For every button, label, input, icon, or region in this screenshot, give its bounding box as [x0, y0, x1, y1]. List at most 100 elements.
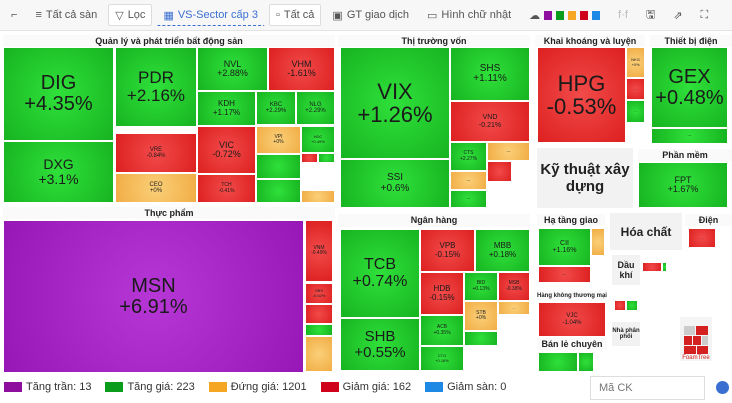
stock-tile[interactable]: ...: [450, 171, 487, 190]
color-swatch[interactable]: [580, 10, 589, 20]
stock-tile[interactable]: TCB +0.74%: [340, 229, 420, 318]
stock-tile[interactable]: VIX +1.26%: [340, 47, 450, 159]
stock-tile[interactable]: CTS +2.27%: [450, 142, 487, 171]
stock-tile[interactable]: VIC -0.72%: [197, 126, 256, 174]
stock-tile[interactable]: HDC +0.49%: [301, 126, 335, 153]
stock-tile[interactable]: BID +0.13%: [464, 272, 498, 301]
sector-select[interactable]: ▦ VS-Sector cấp 3: [156, 4, 265, 26]
change-label: -0.52%: [312, 292, 326, 298]
fullscreen-icon[interactable]: ⛶: [700, 8, 709, 21]
color-swatch[interactable]: [592, 10, 601, 20]
sector-header[interactable]: Khai khoáng và luyện kim: [535, 35, 645, 58]
sector-box[interactable]: Hóa chất: [610, 213, 682, 250]
stock-tile[interactable]: [487, 161, 512, 182]
sector-header[interactable]: Hàng không thương mại: [537, 290, 607, 300]
stock-tile[interactable]: MSN +6.91%: [3, 220, 304, 373]
color-swatch[interactable]: [556, 10, 565, 20]
stock-tile[interactable]: [578, 352, 594, 372]
scope-select[interactable]: ▫ Tất cả: [268, 4, 322, 26]
stock-tile[interactable]: [256, 154, 301, 179]
stock-tile[interactable]: ...: [498, 301, 530, 315]
stock-tile[interactable]: CEO +0%: [115, 173, 197, 203]
stock-tile[interactable]: ...: [651, 128, 728, 144]
stock-tile[interactable]: KBC +2.29%: [256, 91, 296, 125]
stock-tile[interactable]: ...: [487, 142, 530, 161]
stock-tile[interactable]: TCH -0.41%: [197, 174, 256, 203]
stock-tile[interactable]: VRE -0.84%: [115, 133, 197, 173]
sector-header[interactable]: Hạ tầng giao thông: [537, 214, 605, 237]
stock-tile[interactable]: GEX +0.48%: [651, 47, 728, 128]
stock-tile[interactable]: VPI +0%: [256, 126, 301, 154]
save-icon[interactable]: 🖫: [645, 8, 656, 21]
stock-tile[interactable]: SHB +0.55%: [340, 318, 420, 371]
sector-header[interactable]: Thị trường vốn: [338, 35, 530, 47]
stock-tile[interactable]: ...: [538, 266, 591, 283]
stock-tile[interactable]: VHM -1.61%: [268, 47, 335, 91]
stock-tile[interactable]: MSB -0.38%: [498, 272, 530, 301]
sector-header[interactable]: Quản lý và phát triển bất động sản: [3, 35, 335, 47]
stock-tile[interactable]: FPT +1.67%: [638, 162, 728, 208]
stock-tile[interactable]: [305, 336, 333, 372]
stock-tile[interactable]: [614, 300, 626, 311]
stock-tile[interactable]: [626, 300, 638, 311]
sector-header[interactable]: Thiết bị điện: [650, 35, 732, 47]
stock-tile[interactable]: VND -0.21%: [450, 101, 530, 142]
stock-tile[interactable]: ACB +0.35%: [420, 315, 464, 346]
change-label: +0%: [273, 139, 284, 145]
shape-select[interactable]: ▭ Hình chữ nhật: [427, 9, 512, 22]
stock-tile[interactable]: NLG +2.29%: [296, 91, 335, 125]
stock-tile[interactable]: STB +0%: [464, 301, 498, 331]
stock-tile[interactable]: HPG -0.53%: [537, 47, 626, 143]
sector-header[interactable]: Phần mềm: [638, 149, 732, 161]
stock-tile[interactable]: NKG +0%: [626, 47, 645, 78]
sector-header[interactable]: Bán lẻ chuyên doanh: [537, 338, 607, 361]
stock-tile[interactable]: MBB +0.18%: [475, 229, 530, 272]
stock-tile[interactable]: VNM -0.49%: [305, 220, 333, 282]
stock-tile[interactable]: SSI +0.6%: [340, 159, 450, 208]
stock-tile[interactable]: CII +1.16%: [538, 228, 591, 266]
sector-box[interactable]: Nhà phân phối: [612, 322, 640, 346]
filter-button[interactable]: ▽ Lọc: [108, 4, 153, 26]
sector-header[interactable]: Thực phẩm: [3, 207, 335, 219]
sector-box[interactable]: Dầu khí: [612, 255, 640, 285]
sector-header[interactable]: Ngân hàng: [338, 214, 530, 227]
stock-search-input[interactable]: [590, 376, 705, 400]
stock-tile[interactable]: [301, 190, 335, 203]
stock-tile[interactable]: SHS +1.11%: [450, 47, 530, 101]
exchange-select[interactable]: ≡ Tất cả sàn: [35, 9, 98, 21]
stock-tile[interactable]: [305, 324, 333, 336]
stock-tile[interactable]: [256, 179, 301, 203]
font-toggle[interactable]: f·f: [618, 9, 628, 21]
stock-tile[interactable]: HDB -0.15%: [420, 272, 464, 315]
stock-tile[interactable]: VJC -1.04%: [538, 302, 606, 337]
sector-box[interactable]: Kỹ thuật xây dựng: [537, 148, 633, 208]
stock-tile[interactable]: [591, 228, 605, 256]
stock-tile[interactable]: [642, 262, 662, 272]
stock-tile[interactable]: [662, 262, 667, 272]
stock-tile[interactable]: DXG +3.1%: [3, 141, 114, 203]
color-swatch[interactable]: [568, 10, 577, 20]
stock-tile[interactable]: NVL +2.88%: [197, 47, 268, 91]
color-scheme[interactable]: ☁: [522, 4, 607, 26]
color-swatch[interactable]: [544, 10, 553, 20]
stock-tile[interactable]: DIG +4.35%: [3, 47, 114, 141]
stock-tile[interactable]: CTG +0.18%: [420, 346, 464, 371]
share-icon[interactable]: ⇗: [673, 9, 683, 22]
value-select[interactable]: ▣ GT giao dịch: [332, 9, 409, 22]
stock-tile[interactable]: VPB -0.15%: [420, 229, 475, 272]
collapse-icon[interactable]: ⌐: [11, 9, 18, 21]
globe-icon[interactable]: [716, 381, 729, 394]
stock-tile[interactable]: [538, 352, 578, 372]
stock-tile[interactable]: [318, 153, 335, 163]
stock-tile[interactable]: KDH +1.17%: [197, 91, 256, 126]
stock-tile[interactable]: [464, 331, 498, 346]
sector-header[interactable]: Điện: [685, 214, 732, 226]
stock-tile[interactable]: ...: [450, 190, 487, 208]
stock-tile[interactable]: PDR +2.16%: [115, 47, 197, 127]
stock-tile[interactable]: ...: [626, 100, 645, 123]
stock-tile[interactable]: SBS -0.52%: [305, 283, 333, 304]
stock-tile[interactable]: [305, 304, 333, 324]
stock-tile[interactable]: ...: [626, 78, 645, 100]
stock-tile[interactable]: [301, 153, 318, 163]
stock-tile[interactable]: ...: [688, 228, 716, 248]
